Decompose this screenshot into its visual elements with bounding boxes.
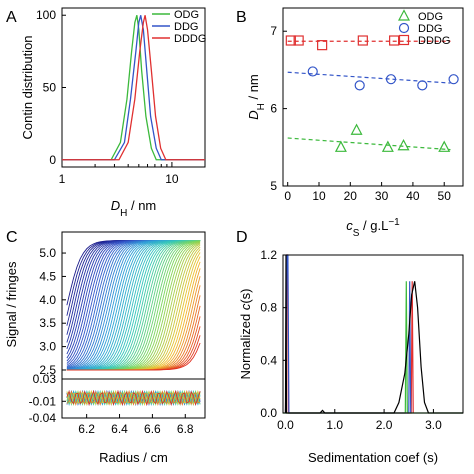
panel-b-x-tick-label: 0 (284, 189, 291, 203)
panel-b-y-tick-label: 5 (270, 179, 277, 193)
panel-b-x-axis-title: cS / g.L−1 (346, 217, 400, 239)
panel-b-y-axis-title: DH / nm (246, 74, 267, 120)
panel-d-x-tick-label: 1.0 (326, 418, 343, 432)
panel-b-point-dddg (357, 35, 368, 46)
panel-c-residual-tick-label: 0.03 (33, 372, 57, 386)
panel-c-residual-tick-label: -0.04 (29, 411, 57, 425)
panel-c-x-tick-label: 6.2 (78, 422, 95, 436)
panel-b-fit-ddg (287, 71, 451, 84)
panel-c-y-tick-label: 2.5 (39, 363, 56, 377)
panel-b-point-odg (334, 140, 347, 152)
panel-a-y-axis-title: Contin distribution (20, 35, 35, 139)
panel-b-point-odg (381, 140, 394, 152)
panel-c-residual-line (66, 389, 201, 407)
panel-b-point-ddg (448, 74, 459, 85)
panel-d-series-reference (284, 254, 463, 414)
panel-c-y-tick-label: 4.0 (39, 293, 56, 307)
panel-b-point-ddg (385, 74, 397, 85)
panel-a-series-odg (62, 15, 205, 161)
panel-c-y-axis-title: Signal / fringes (4, 261, 19, 347)
panel-d-y-tick-label: 0.0 (260, 406, 277, 420)
panel-c-label: C (6, 229, 18, 246)
panel-b-legend-marker (398, 9, 410, 21)
panel-d-label: D (236, 229, 248, 246)
panel-d-x-tick-label: 0.0 (277, 418, 294, 432)
panel-a-x-axis-title: DH / nm (111, 198, 157, 219)
panel-b-legend-label: DDG (418, 23, 442, 35)
panel-d-x-tick-label: 2.0 (376, 418, 393, 432)
panel-b-point-odg (438, 140, 451, 152)
panel-d-frame (282, 254, 464, 414)
panel-a-series-dddg (62, 15, 205, 161)
panel-b-point-dddg (389, 35, 400, 46)
panel-b-point-dddg (285, 35, 296, 46)
panel-b-point-odg (350, 123, 363, 135)
panel-a-series-ddg (62, 15, 205, 161)
panel-d-series-dddg (284, 254, 414, 414)
panel-c-y-tick-label: 3.0 (39, 340, 56, 354)
panel-c-y-tick-label: 3.5 (39, 316, 56, 330)
panel-d-y-tick-label: 1.2 (260, 248, 277, 262)
panel-d-series-odg (283, 281, 463, 414)
panel-c-y-tick-label: 5.0 (39, 246, 56, 260)
panel-b-y-tick-label: 6 (270, 102, 277, 116)
panel-b-frame (282, 7, 464, 187)
panel-a-y-tick-label: 50 (43, 81, 57, 95)
panel-c-y-tick-label: 4.5 (39, 269, 56, 283)
panel-b-x-tick-label: 50 (438, 189, 452, 203)
panel-a-legend-label: ODG (174, 9, 199, 21)
panel-a-y-tick-label: 100 (36, 8, 56, 22)
panel-a-legend-label: DDG (174, 21, 198, 33)
panel-b-x-tick-label: 40 (406, 189, 420, 203)
panel-c-scan-line (66, 342, 201, 371)
panel-b-fit-odg (287, 137, 451, 151)
panel-c-x-axis-title: Radius / cm (99, 450, 168, 465)
panel-c-residual-tick-label: -0.01 (29, 394, 57, 408)
panel-b-legend-label: DDDG (418, 35, 450, 47)
panel-b-point-odg (397, 138, 410, 151)
panel-c-residual-line (66, 389, 201, 407)
panel-b-point-ddg (307, 66, 318, 77)
panel-b-point-dddg (293, 35, 304, 46)
panel-d-y-tick-label: 0.4 (260, 353, 277, 367)
panel-d-x-axis-title: Sedimentation coef (s) (308, 450, 438, 465)
panel-a-legend-label: DDDG (174, 33, 206, 45)
panel-a-y-tick-label: 0 (49, 153, 56, 167)
panel-b-y-tick-label: 7 (270, 24, 277, 38)
panel-d-y-axis-title: Normalized c(s) (238, 288, 253, 379)
panel-b-point-ddg (417, 80, 428, 91)
panel-b-point-dddg (317, 40, 328, 51)
panel-c-x-tick-label: 6.6 (144, 422, 161, 436)
panel-b-legend-label: ODG (418, 11, 443, 23)
panel-b-x-tick-label: 30 (375, 189, 389, 203)
panel-b-legend-marker (398, 22, 410, 34)
panel-a-x-tick-label: 10 (165, 172, 179, 186)
panel-a-x-tick-label: 1 (59, 172, 66, 186)
panel-b-legend-marker (398, 34, 410, 46)
panel-a-label: A (6, 9, 17, 26)
panel-b-label: B (236, 9, 247, 26)
panel-c-frame (61, 231, 206, 419)
panel-c-x-tick-label: 6.8 (177, 422, 194, 436)
panel-d-y-tick-label: 0.8 (260, 301, 277, 315)
panel-b-point-ddg (354, 80, 365, 91)
panel-b-x-tick-label: 10 (312, 189, 326, 203)
panel-d-series-ddg (284, 254, 412, 414)
panel-c-x-tick-label: 6.4 (111, 422, 128, 436)
panel-b-x-tick-label: 20 (344, 189, 358, 203)
panel-d-x-tick-label: 3.0 (425, 418, 442, 432)
